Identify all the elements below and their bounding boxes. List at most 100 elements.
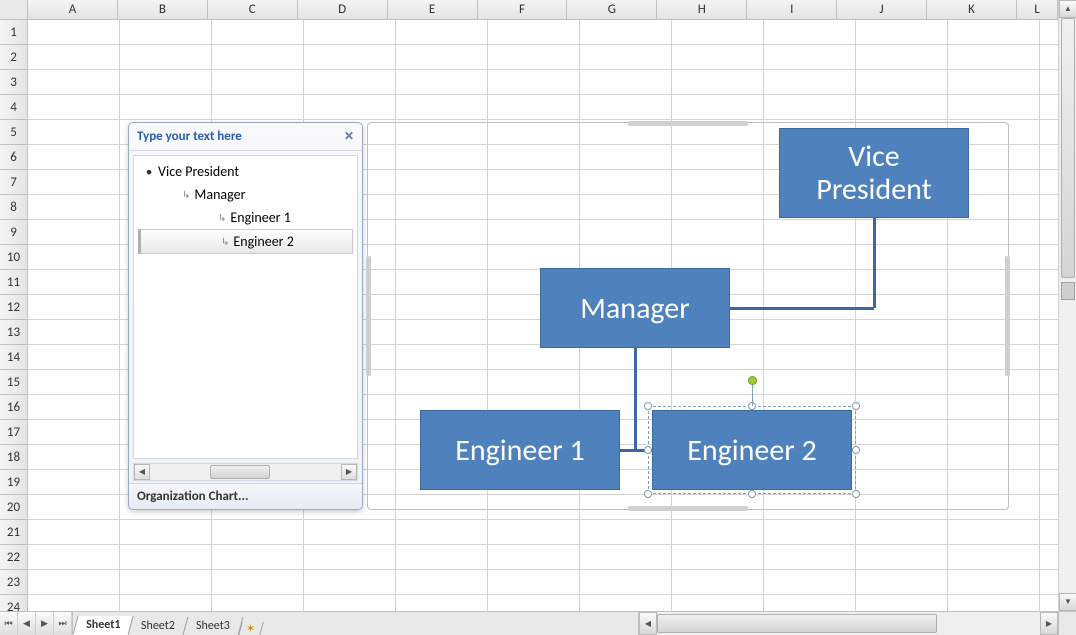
row-header-7[interactable]: 7 [0, 170, 27, 195]
column-header-H[interactable]: H [657, 0, 747, 19]
column-header-I[interactable]: I [747, 0, 837, 19]
org-node-label: Vice President [816, 140, 931, 206]
column-header-G[interactable]: G [567, 0, 657, 19]
scroll-right-button[interactable]: ▶ [1040, 612, 1058, 635]
row-headers: 123456789101112131415161718192021222324 [0, 20, 28, 611]
tree-item[interactable]: ↳Manager [138, 183, 353, 206]
scroll-up-button[interactable]: ▲ [1059, 0, 1076, 18]
org-node[interactable]: Engineer 1 [420, 410, 620, 490]
row-header-5[interactable]: 5 [0, 120, 27, 145]
text-pane-body[interactable]: ●Vice President↳Manager ↳ Engineer 1 ↳Engin… [133, 155, 358, 459]
vsplit-handle[interactable] [1061, 282, 1075, 300]
org-node[interactable]: Vice President [779, 128, 969, 218]
tab-nav-next[interactable]: ▶ [36, 612, 54, 635]
column-header-A[interactable]: A [28, 0, 118, 19]
row-header-12[interactable]: 12 [0, 295, 27, 320]
column-header-J[interactable]: J [837, 0, 927, 19]
org-node[interactable]: Manager [540, 268, 730, 348]
row-header-11[interactable]: 11 [0, 270, 27, 295]
column-header-E[interactable]: E [388, 0, 478, 19]
org-node[interactable]: Engineer 2 [652, 410, 852, 490]
sheet-tab-sheet3[interactable]: Sheet3 [183, 617, 244, 635]
canvas-grip-top[interactable] [628, 121, 748, 126]
column-header-K[interactable]: K [927, 0, 1017, 19]
row-header-21[interactable]: 21 [0, 520, 27, 545]
tab-nav-last[interactable]: ⏭ [54, 612, 72, 635]
row-header-6[interactable]: 6 [0, 145, 27, 170]
text-pane-hscroll[interactable]: ◀ ▶ [133, 463, 358, 481]
sheet-tab-sheet1[interactable]: Sheet1 [72, 616, 133, 635]
row-header-19[interactable]: 19 [0, 470, 27, 495]
row-header-15[interactable]: 15 [0, 370, 27, 395]
tab-nav-first[interactable]: ⏮ [0, 612, 18, 635]
row-header-14[interactable]: 14 [0, 345, 27, 370]
org-connector [873, 218, 876, 308]
canvas-grip-bottom[interactable] [628, 506, 748, 511]
tree-item-label: Manager [194, 186, 245, 203]
tab-nav-prev[interactable]: ◀ [18, 612, 36, 635]
tree-item[interactable]: ●Vice President [138, 160, 353, 183]
tree-item[interactable]: ↳Engineer 2 [138, 229, 353, 254]
tree-item-label: Engineer 2 [233, 233, 293, 250]
org-connector [634, 348, 637, 450]
tp-hscroll-thumb[interactable] [210, 465, 270, 479]
select-all-corner[interactable] [0, 0, 28, 20]
selection-handle[interactable] [644, 402, 652, 410]
row-header-10[interactable]: 10 [0, 245, 27, 270]
rotation-handle[interactable] [748, 376, 757, 385]
scroll-down-button[interactable]: ▼ [1059, 593, 1076, 611]
row-header-3[interactable]: 3 [0, 70, 27, 95]
column-header-C[interactable]: C [208, 0, 298, 19]
selection-handle[interactable] [852, 402, 860, 410]
sheet-tab-label: Sheet1 [86, 618, 120, 632]
column-header-D[interactable]: D [298, 0, 388, 19]
row-header-20[interactable]: 20 [0, 495, 27, 520]
row-header-9[interactable]: 9 [0, 220, 27, 245]
rotation-line [752, 384, 753, 406]
org-connector [730, 307, 874, 310]
canvas-grip-right[interactable] [1005, 256, 1010, 376]
row-header-23[interactable]: 23 [0, 570, 27, 595]
hscroll-track[interactable] [657, 612, 1040, 635]
selection-handle[interactable] [644, 446, 652, 454]
tp-scroll-left[interactable]: ◀ [134, 464, 150, 480]
selection-handle[interactable] [852, 490, 860, 498]
tree-item[interactable]: ↳ Engineer 1 [138, 206, 353, 229]
smartart-text-pane[interactable]: Type your text here ✕ ●Vice President↳Ma… [128, 122, 363, 510]
hscroll-thumb[interactable] [657, 614, 937, 633]
horizontal-scrollbar[interactable]: ◀ ▶ [638, 612, 1058, 635]
vertical-scrollbar[interactable]: ▲ ▼ [1058, 0, 1076, 611]
row-header-22[interactable]: 22 [0, 545, 27, 570]
column-header-B[interactable]: B [118, 0, 208, 19]
tp-scroll-right[interactable]: ▶ [341, 464, 357, 480]
text-pane-title: Type your text here [137, 129, 242, 144]
scroll-left-button[interactable]: ◀ [639, 612, 657, 635]
row-header-8[interactable]: 8 [0, 195, 27, 220]
row-header-2[interactable]: 2 [0, 45, 27, 70]
column-header-L[interactable]: L [1017, 0, 1058, 19]
row-header-16[interactable]: 16 [0, 395, 27, 420]
sub-arrow-icon: ↳ [218, 211, 226, 224]
selection-handle[interactable] [644, 490, 652, 498]
insert-sheet-button[interactable]: ✶ [238, 622, 263, 635]
column-header-F[interactable]: F [478, 0, 568, 19]
text-pane-footer[interactable]: Organization Chart... [129, 483, 362, 509]
row-header-4[interactable]: 4 [0, 95, 27, 120]
insert-sheet-icon: ✶ [246, 622, 255, 635]
selection-handle[interactable] [748, 490, 756, 498]
selection-handle[interactable] [852, 446, 860, 454]
vscroll-thumb[interactable] [1061, 18, 1075, 278]
row-header-1[interactable]: 1 [0, 20, 27, 45]
org-node-label: Engineer 1 [455, 434, 584, 467]
bullet-icon: ● [146, 165, 152, 178]
row-header-13[interactable]: 13 [0, 320, 27, 345]
sheet-tab-bar: ⏮ ◀ ▶ ⏭ Sheet1 Sheet2Sheet3✶ ◀ ▶ [0, 611, 1076, 635]
close-icon[interactable]: ✕ [344, 129, 354, 144]
tab-nav-buttons: ⏮ ◀ ▶ ⏭ [0, 612, 73, 635]
tree-item-label: Engineer 1 [230, 209, 290, 226]
row-header-18[interactable]: 18 [0, 445, 27, 470]
canvas-grip-left[interactable] [366, 256, 371, 376]
sheet-tabs: Sheet1 Sheet2Sheet3✶ [73, 612, 262, 635]
sheet-tab-sheet2[interactable]: Sheet2 [128, 617, 189, 635]
row-header-17[interactable]: 17 [0, 420, 27, 445]
